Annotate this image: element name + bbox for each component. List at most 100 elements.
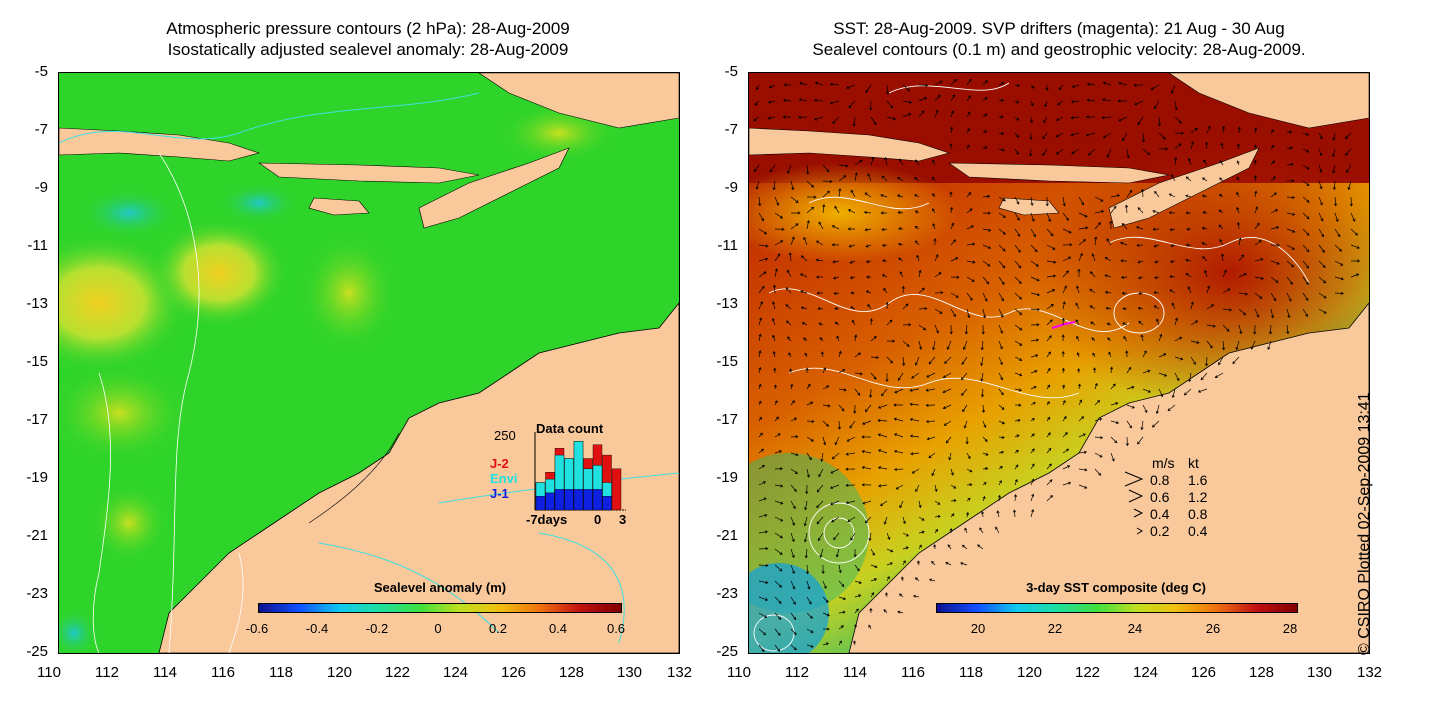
velocity-arrow-121 (1174, 143, 1182, 150)
velocity-arrow-96 (1190, 127, 1198, 134)
velocity-arrow-355 (1104, 256, 1112, 262)
velocity-arrow-772 (915, 484, 920, 493)
velocity-arrow-794 (934, 500, 941, 505)
velocity-arrow-130 (1318, 148, 1323, 157)
velocity-arrow-154 (1318, 164, 1323, 173)
velocity-arrow-46 (1056, 100, 1064, 106)
velocity-arrow-59 (832, 116, 840, 124)
velocity-arrow-310 (998, 244, 1006, 252)
velocity-arrow-884 (870, 592, 875, 598)
velocity-arrow-132 (1345, 148, 1352, 156)
velocity-arrow-716 (1137, 436, 1144, 445)
velocity-arrow-454 (885, 301, 889, 310)
velocity-arrow-847 (933, 544, 937, 550)
velocity-arrow-640 (774, 400, 778, 406)
velocity-arrow-419 (918, 287, 925, 294)
velocity-arrow-342 (898, 257, 904, 262)
right-y-tick-9: -23 (716, 585, 738, 602)
left-y-tick-3: -11 (27, 237, 48, 254)
left-x-tick-7: 124 (443, 664, 469, 681)
velocity-arrow-267 (914, 225, 920, 230)
velocity-arrow-666 (758, 416, 762, 422)
velocity-arrow-686 (1078, 416, 1085, 422)
velocity-arrow-723 (845, 452, 856, 456)
velocity-arrow-643 (822, 404, 831, 408)
velocity-arrow-900 (790, 628, 797, 636)
velocity-arrow-171 (1202, 177, 1208, 182)
velocity-arrow-727 (910, 452, 920, 456)
velocity-arrow-557 (886, 356, 893, 364)
velocity-arrow-703 (926, 436, 936, 441)
velocity-arrow-832 (949, 527, 953, 534)
velocity-arrow-104 (1318, 132, 1323, 140)
velocity-arrow-252 (1286, 212, 1296, 216)
velocity-arrow-539 (1123, 336, 1128, 342)
velocity-arrow-776 (982, 482, 987, 486)
velocity-arrow-120 (1158, 147, 1169, 151)
velocity-arrow-11 (934, 80, 943, 86)
velocity-arrow-763 (774, 484, 784, 488)
velocity-arrow-361 (1202, 256, 1208, 262)
velocity-arrow-813 (934, 514, 941, 519)
velocity-arrow-102 (1286, 130, 1293, 134)
velocity-arrow-421 (950, 292, 959, 298)
velocity-arrow-578 (1218, 356, 1224, 366)
velocity-arrow-845 (902, 546, 909, 550)
velocity-arrow-452 (850, 306, 856, 310)
velocity-arrow-773 (934, 484, 938, 493)
velocity-arrow-429 (1076, 285, 1080, 294)
velocity-arrow-491 (902, 323, 912, 327)
velocity-arrow-560 (928, 356, 936, 365)
velocity-arrow-507 (1155, 318, 1160, 326)
velocity-arrow-483 (771, 318, 776, 326)
sla-cb-label-5: 0.4 (548, 621, 568, 636)
velocity-arrow-852 (774, 564, 783, 572)
velocity-arrow-859 (886, 562, 893, 566)
velocity-arrow-181 (758, 196, 762, 207)
velocity-arrow-907 (774, 644, 780, 652)
velocity-arrow-537 (1091, 337, 1096, 342)
velocity-arrow-265 (881, 227, 888, 232)
data-count-bar-j1-4 (573, 489, 584, 511)
velocity-arrow-109 (982, 146, 988, 150)
velocity-arrow-820 (758, 530, 769, 534)
velocity-arrow-160 (806, 180, 815, 188)
velocity-arrow-555 (854, 352, 861, 358)
velocity-arrow-304 (898, 242, 904, 246)
velocity-arrow-651 (942, 404, 952, 410)
velocity-arrow-206 (1154, 190, 1160, 198)
velocity-arrow-670 (822, 420, 829, 427)
velocity-arrow-189 (880, 194, 888, 198)
velocity-arrow-191 (914, 194, 920, 198)
velocity-arrow-691 (1151, 420, 1160, 428)
velocity-arrow-532 (1014, 340, 1023, 346)
velocity-arrow-123 (1204, 141, 1209, 150)
velocity-arrow-360 (1185, 258, 1192, 262)
velocity-arrow-836 (758, 547, 769, 551)
velocity-arrow-595 (998, 372, 1004, 381)
velocity-arrow-880 (806, 596, 812, 605)
velocity-legend-row2-kt: 0.8 (1188, 506, 1208, 522)
velocity-arrow-805 (803, 516, 808, 527)
velocity-arrow-377 (849, 276, 856, 280)
velocity-arrow-587 (870, 372, 877, 380)
velocity-arrow-284 (1186, 227, 1192, 231)
velocity-arrow-201 (1078, 196, 1084, 206)
velocity-arrow-627 (1030, 385, 1037, 390)
velocity-arrow-155 (1332, 164, 1336, 174)
velocity-arrow-489 (869, 318, 873, 326)
velocity-arrow-425 (1014, 292, 1023, 300)
velocity-arrow-119 (1142, 148, 1151, 156)
velocity-arrow-525 (902, 340, 910, 347)
velocity-arrow-147 (1203, 159, 1208, 166)
velocity-arrow-116 (1088, 148, 1096, 156)
velocity-arrow-682 (1014, 418, 1021, 423)
velocity-arrow-257 (758, 228, 768, 235)
velocity-arrow-1 (769, 84, 776, 89)
velocity-arrow-403 (1270, 276, 1279, 283)
left-y-tick-4: -13 (26, 295, 48, 312)
velocity-arrow-474 (1206, 304, 1215, 310)
velocity-arrow-269 (950, 222, 955, 230)
velocity-arrow-594 (980, 372, 984, 382)
velocity-arrow-97 (1206, 125, 1211, 134)
